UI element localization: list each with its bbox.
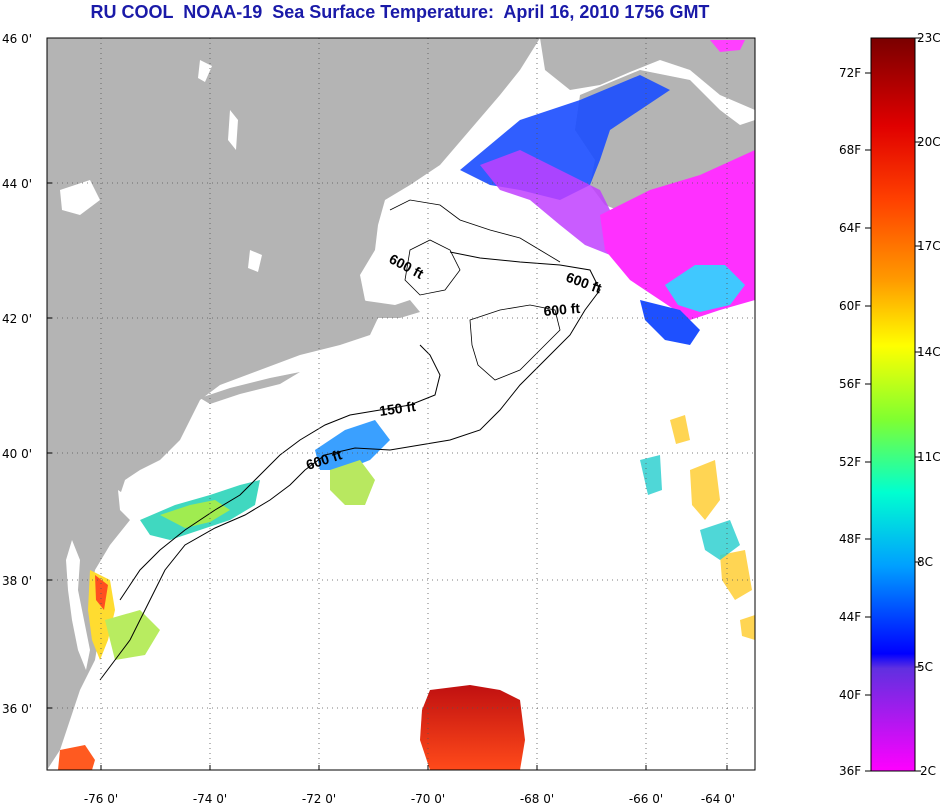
colorbar-ticks [865, 37, 921, 772]
lon-label-66: -66 0' [629, 792, 663, 806]
land-canada-north [540, 38, 755, 110]
lon-label-72: -72 0' [302, 792, 336, 806]
colorbar-c-label: 14C [917, 345, 941, 359]
lon-label-64: -64 0' [701, 792, 735, 806]
sst-gulf-stream [420, 685, 525, 770]
lon-label-74: -74 0' [193, 792, 227, 806]
sst-slope-blue [640, 300, 700, 345]
sst-slope-cyan [640, 455, 740, 560]
sst-sw-corner [58, 745, 95, 770]
colorbar-f-label: 44F [839, 610, 861, 624]
colorbar-c-label: 17C [917, 239, 941, 253]
colorbar-f-label: 60F [839, 299, 861, 313]
colorbar-c-label: 11C [917, 450, 941, 464]
lat-label-38: 38 0' [2, 574, 32, 588]
lat-label-36: 36 0' [2, 702, 32, 716]
contour-150ft [119, 344, 441, 601]
colorbar-c-label: 20C [917, 135, 941, 149]
sst-shelf-ny-green [160, 500, 230, 528]
map-title: RU COOL NOAA-19 Sea Surface Temperature:… [90, 2, 710, 22]
colorbar-c-label: 23C [917, 31, 941, 45]
lat-label-42: 42 0' [2, 312, 32, 326]
sst-georges-green [330, 460, 375, 505]
sst-scotian-cyan [665, 265, 745, 312]
colorbar-f-label: 72F [839, 66, 861, 80]
lon-label-76: -76 0' [84, 792, 118, 806]
map-border [46, 37, 756, 771]
map-grid [47, 38, 755, 770]
contour-label-150ft: 150 ft [378, 398, 417, 419]
sst-ne-corner [710, 40, 745, 52]
colorbar-c-label: 2C [920, 764, 936, 778]
lon-label-68: -68 0' [520, 792, 554, 806]
colorbar-c-label: 5C [917, 660, 933, 674]
land-long-island [200, 372, 300, 404]
chesapeake-bay [66, 540, 90, 670]
colorbar-f-label: 36F [839, 764, 861, 778]
land-us-mainland [47, 38, 540, 770]
sst-slope-patches [670, 415, 755, 640]
colorbar-f-label: 68F [839, 143, 861, 157]
sst-georges [315, 420, 390, 470]
colorbar-f-label: 56F [839, 377, 861, 391]
contour-600ft-shelf [99, 251, 601, 681]
colorbar-f-label: 40F [839, 688, 861, 702]
lat-label-44: 44 0' [2, 177, 32, 191]
sst-va-coast-yellow [88, 570, 115, 660]
colorbar-c-label: 8C [917, 555, 933, 569]
contour-label-600ft: 600 ft [543, 300, 581, 319]
land-cape-cod [360, 300, 420, 318]
colorbar [870, 37, 916, 772]
sst-va-coast-red [95, 575, 108, 610]
tick-marks [47, 37, 728, 770]
lat-label-46: 46 0' [2, 32, 32, 46]
lon-label-70: -70 0' [411, 792, 445, 806]
colorbar-f-label: 52F [839, 455, 861, 469]
colorbar-f-label: 64F [839, 221, 861, 235]
lat-label-40: 40 0' [2, 447, 32, 461]
colorbar-f-label: 48F [839, 532, 861, 546]
sst-gulf-of-maine-magenta [480, 150, 620, 255]
